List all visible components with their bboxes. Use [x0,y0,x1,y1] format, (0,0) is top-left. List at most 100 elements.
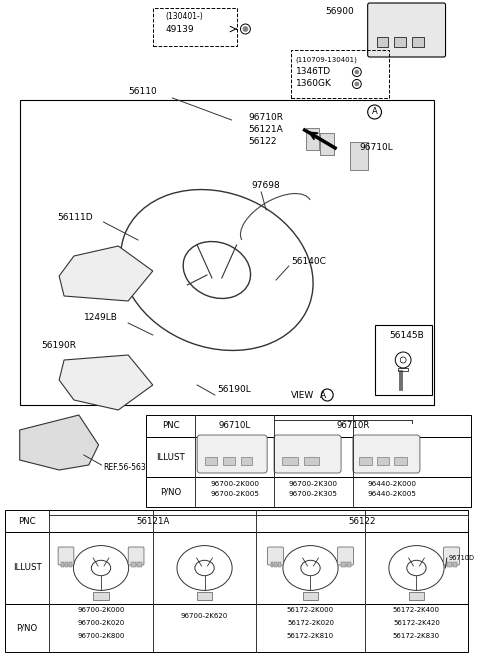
Polygon shape [59,355,153,410]
FancyBboxPatch shape [274,435,341,473]
FancyBboxPatch shape [58,547,74,565]
Bar [146,415,471,437]
Circle shape [355,70,359,74]
Bar [282,457,298,465]
Text: 56172-2K830: 56172-2K830 [393,633,440,639]
FancyBboxPatch shape [337,547,353,565]
Bar [5,510,468,532]
Text: 96700-2K000: 96700-2K000 [77,607,125,613]
Text: PNC: PNC [162,422,180,430]
Text: 96700-2K305: 96700-2K305 [289,491,338,497]
Text: A: A [372,108,377,117]
Bar [374,325,432,395]
Text: 56172-2K020: 56172-2K020 [287,620,334,626]
FancyBboxPatch shape [444,547,459,565]
Text: (130401-): (130401-) [166,12,204,22]
Bar [278,562,281,567]
Text: 56172-2K000: 56172-2K000 [287,607,334,613]
Text: 96440-2K000: 96440-2K000 [368,481,417,487]
Bar [5,604,468,652]
Bar [291,50,389,98]
Bar [359,457,372,465]
Bar [446,562,452,567]
Bar [453,562,457,567]
Text: 56900: 56900 [325,7,354,16]
Polygon shape [20,415,98,470]
FancyBboxPatch shape [368,3,445,57]
FancyBboxPatch shape [197,435,267,473]
Text: 56172-2K400: 56172-2K400 [393,607,440,613]
Text: 56140C: 56140C [291,258,325,266]
Text: 56121A: 56121A [248,125,283,134]
Bar [93,592,109,600]
Bar [394,37,406,47]
Bar [65,562,68,567]
Text: P/NO: P/NO [160,487,181,497]
Text: 96700-2K620: 96700-2K620 [181,613,228,619]
Text: 56145B: 56145B [389,331,424,340]
Text: 96710L: 96710L [360,144,394,152]
Text: REF.56-563: REF.56-563 [104,462,146,472]
Bar [240,457,252,465]
Text: 56111D: 56111D [57,213,93,222]
Bar [146,477,471,507]
Bar [376,457,389,465]
Bar [61,562,64,567]
Text: VIEW: VIEW [291,390,314,400]
Text: 56190L: 56190L [217,386,251,394]
Text: PNC: PNC [18,516,36,525]
Text: 1360GK: 1360GK [296,79,332,89]
FancyBboxPatch shape [267,547,283,565]
Bar [271,562,274,567]
Text: 96700-2K020: 96700-2K020 [77,620,125,626]
Bar [320,133,334,155]
Text: 56172-2K810: 56172-2K810 [287,633,334,639]
Circle shape [355,82,359,86]
Circle shape [243,26,248,31]
Bar [20,100,434,405]
Bar [303,457,319,465]
Bar [205,457,217,465]
Text: ILLUST: ILLUST [13,564,41,573]
Text: P/NO: P/NO [16,623,38,632]
Text: 96710D: 96710D [449,555,475,561]
Text: A: A [320,390,326,400]
Bar [223,457,235,465]
Bar [306,128,319,150]
Bar [347,562,351,567]
Text: 1346TD: 1346TD [296,68,331,77]
Bar [412,37,424,47]
Bar [376,37,388,47]
Bar [408,592,424,600]
Bar [398,368,408,371]
FancyBboxPatch shape [353,435,420,473]
Bar [394,457,407,465]
Text: 56121A: 56121A [136,516,169,525]
Text: 1249LB: 1249LB [84,314,118,323]
Text: 96700-2K005: 96700-2K005 [210,491,259,497]
Text: ILLUST: ILLUST [156,453,185,462]
Text: 56122: 56122 [348,516,376,525]
Text: 96710R: 96710R [336,422,370,430]
Bar [341,562,346,567]
Bar [5,532,468,604]
Text: 97698: 97698 [252,180,280,190]
Bar [146,437,471,477]
Text: 56172-2K420: 56172-2K420 [393,620,440,626]
Text: 96700-2K300: 96700-2K300 [289,481,338,487]
Bar [302,592,318,600]
Bar [69,562,72,567]
Text: 49139: 49139 [166,24,194,33]
Text: (110709-130401): (110709-130401) [296,57,358,63]
Text: 56110: 56110 [128,87,157,96]
Bar [350,142,368,170]
Bar [153,8,237,46]
Text: 56190R: 56190R [41,340,76,350]
FancyBboxPatch shape [128,547,144,565]
Polygon shape [59,246,153,301]
Text: 96700-2K000: 96700-2K000 [210,481,259,487]
Bar [137,562,142,567]
Text: 96700-2K800: 96700-2K800 [77,633,125,639]
Bar [197,592,213,600]
Text: 96440-2K005: 96440-2K005 [368,491,417,497]
